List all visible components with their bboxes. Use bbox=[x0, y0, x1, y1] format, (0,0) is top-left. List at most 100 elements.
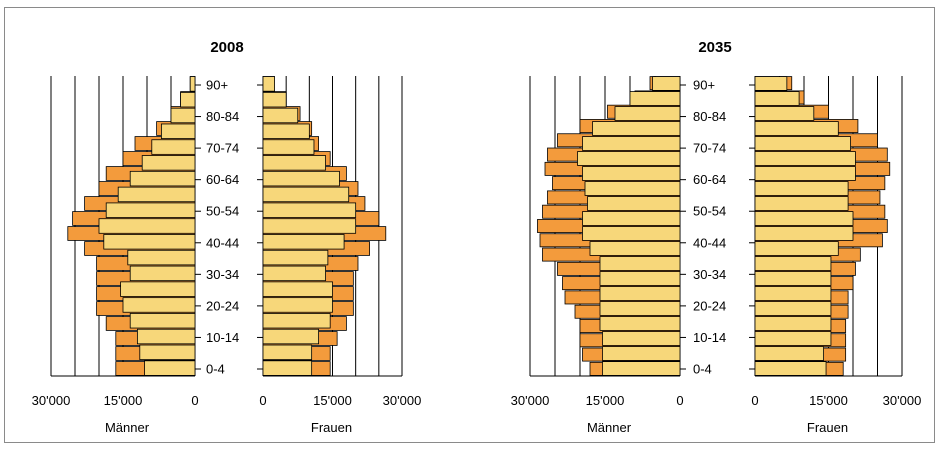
left-inner-bar bbox=[170, 107, 196, 124]
right-inner-bar bbox=[262, 107, 299, 124]
left-inner-bar bbox=[129, 265, 196, 282]
left-inner-bar bbox=[629, 91, 681, 106]
right-tick-30000: 30'000 bbox=[383, 393, 422, 408]
right-inner-bar bbox=[262, 265, 326, 282]
age-label: 60-64 bbox=[693, 172, 726, 187]
left-inner-bar bbox=[577, 151, 681, 166]
right-tick-15000: 15'000 bbox=[809, 393, 848, 408]
left-inner-bar bbox=[582, 136, 681, 151]
right-inner-bar bbox=[754, 256, 832, 271]
right-inner-bar bbox=[754, 121, 839, 136]
left-inner-bar bbox=[592, 121, 681, 136]
right-inner-bar bbox=[754, 241, 839, 256]
right-inner-bar bbox=[754, 76, 788, 91]
right-inner-bar bbox=[262, 76, 275, 92]
age-label: 20-24 bbox=[206, 298, 239, 313]
left-inner-bar bbox=[587, 196, 681, 211]
left-inner-bar bbox=[599, 301, 681, 316]
x-axis-label-maenner: Männer bbox=[105, 420, 150, 435]
age-label: 70-74 bbox=[693, 141, 726, 156]
left-inner-bar bbox=[599, 271, 681, 286]
right-inner-bar bbox=[262, 313, 331, 329]
right-inner-bar bbox=[754, 196, 849, 211]
left-inner-bar bbox=[652, 76, 681, 91]
age-label: 70-74 bbox=[206, 141, 239, 156]
right-inner-bar bbox=[754, 151, 856, 166]
right-inner-bar bbox=[754, 361, 827, 376]
right-tick-0: 0 bbox=[259, 393, 266, 408]
left-inner-bar bbox=[139, 344, 196, 361]
x-tick-labels: 30'000 15'000 0 0 15'000 30'000 bbox=[511, 393, 922, 408]
left-inner-bar bbox=[599, 316, 681, 331]
age-label: 50-54 bbox=[206, 204, 239, 219]
left-inner-bar bbox=[582, 211, 681, 226]
right-inner-bar bbox=[754, 331, 832, 346]
left-inner-bar bbox=[602, 346, 681, 361]
left-inner-bar bbox=[129, 170, 196, 187]
left-inner-bar bbox=[122, 297, 196, 313]
left-inner-bar bbox=[614, 106, 681, 121]
left-inner-bar bbox=[589, 241, 681, 256]
right-inner-bar bbox=[754, 166, 856, 181]
x-tick-labels: 30'000 15'000 0 0 15'000 30'000 bbox=[32, 393, 422, 408]
left-inner-bar bbox=[151, 139, 196, 155]
right-inner-bar bbox=[754, 271, 832, 286]
age-label: 90+ bbox=[206, 78, 228, 93]
age-label: 80-84 bbox=[693, 109, 726, 124]
left-inner-bar bbox=[189, 76, 196, 92]
right-inner-bar bbox=[262, 218, 357, 234]
x-axis-label-frauen: Frauen bbox=[807, 420, 848, 435]
left-tick-30000: 30'000 bbox=[32, 393, 71, 408]
left-inner-bar bbox=[599, 286, 681, 301]
age-label: 30-34 bbox=[206, 267, 239, 282]
left-inner-bar bbox=[582, 166, 681, 181]
x-axis-label-frauen: Frauen bbox=[311, 420, 352, 435]
right-inner-bar bbox=[262, 155, 326, 171]
age-label: 0-4 bbox=[693, 362, 712, 377]
left-tick-15000: 15'000 bbox=[104, 393, 143, 408]
pyramid-2008: 2008 0-4 10-14 20-24 30-34 40-44 50-54 60-64 70… bbox=[32, 39, 422, 435]
right-inner-bar bbox=[754, 106, 815, 121]
left-inner-bar bbox=[602, 331, 681, 346]
left-tick-0: 0 bbox=[191, 393, 198, 408]
right-tick-15000: 15'000 bbox=[313, 393, 352, 408]
right-inner-bar bbox=[754, 91, 800, 106]
age-label: 30-34 bbox=[693, 267, 726, 282]
right-inner-bar bbox=[262, 234, 345, 250]
pyramid-title: 2035 bbox=[698, 39, 731, 56]
right-inner-bar bbox=[262, 360, 313, 376]
left-inner-bar bbox=[98, 218, 196, 234]
pyramid-2035: 2035 0-4 10-14 20-24 30-34 40-44 50-54 60-64 70… bbox=[511, 39, 922, 435]
left-inner-bar bbox=[129, 313, 196, 329]
right-inner-bar bbox=[754, 286, 832, 301]
right-inner-bar bbox=[262, 170, 340, 187]
right-inner-bar bbox=[262, 202, 357, 218]
age-label: 50-54 bbox=[693, 204, 726, 219]
left-inner-bar bbox=[602, 361, 681, 376]
left-inner-bar bbox=[160, 123, 196, 139]
age-label: 60-64 bbox=[206, 172, 239, 187]
age-label: 10-14 bbox=[693, 330, 726, 345]
right-inner-bar bbox=[754, 211, 854, 226]
right-inner-bar bbox=[262, 344, 313, 361]
left-inner-bar bbox=[103, 234, 196, 250]
left-inner-bar bbox=[180, 91, 196, 108]
right-tick-30000: 30'000 bbox=[883, 393, 922, 408]
right-inner-bar bbox=[262, 249, 329, 266]
right-inner-bar bbox=[754, 301, 832, 316]
right-inner-bar bbox=[754, 226, 854, 241]
pyramid-title: 2008 bbox=[210, 39, 243, 56]
left-inner-bar bbox=[599, 256, 681, 271]
left-inner-bar bbox=[584, 181, 681, 196]
bars bbox=[67, 76, 387, 376]
left-tick-30000: 30'000 bbox=[511, 393, 550, 408]
left-tick-15000: 15'000 bbox=[586, 393, 625, 408]
right-inner-bar bbox=[262, 297, 333, 313]
age-label: 40-44 bbox=[693, 235, 726, 250]
right-inner-bar bbox=[754, 181, 849, 196]
left-inner-bar bbox=[117, 186, 196, 203]
right-inner-bar bbox=[262, 186, 350, 203]
left-inner-bar bbox=[136, 328, 196, 345]
left-tick-0: 0 bbox=[676, 393, 683, 408]
